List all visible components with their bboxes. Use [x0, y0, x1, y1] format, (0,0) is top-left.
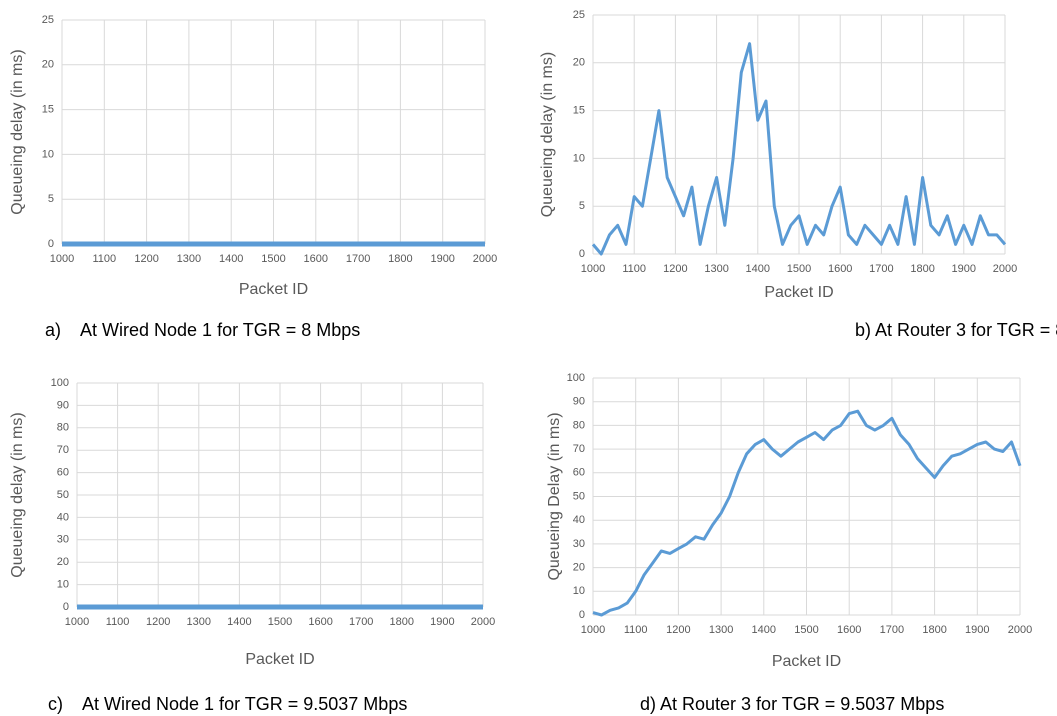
- y-axis-label: Queueing delay (in ms): [539, 52, 556, 217]
- y-tick-label: 10: [42, 148, 54, 160]
- x-tick-label: 1000: [581, 624, 605, 636]
- x-tick-label: 1700: [869, 263, 893, 275]
- y-tick-label: 70: [573, 443, 585, 455]
- x-tick-label: 1000: [65, 616, 89, 628]
- x-tick-label: 2000: [471, 616, 495, 628]
- y-tick-label: 100: [51, 377, 69, 389]
- x-tick-label: 1400: [219, 253, 243, 265]
- x-tick-label: 1900: [965, 624, 989, 636]
- x-tick-label: 1100: [624, 624, 648, 636]
- x-tick-label: 1700: [349, 616, 373, 628]
- x-tick-label: 1800: [910, 263, 934, 275]
- y-tick-label: 10: [573, 152, 585, 164]
- caption: c) At Wired Node 1 for TGR = 9.5037 Mbps: [48, 694, 407, 714]
- y-tick-label: 100: [567, 372, 585, 384]
- x-tick-label: 1600: [828, 263, 852, 275]
- line: [591, 42, 1007, 256]
- y-tick-label: 90: [57, 399, 69, 411]
- y-tick-label: 0: [579, 248, 585, 260]
- caption: b) At Router 3 for TGR = 8 Mbps: [855, 320, 1057, 340]
- x-tick-label: 1300: [177, 253, 201, 265]
- x-tick-label: 1600: [308, 616, 332, 628]
- x-tick-label: 1900: [430, 616, 454, 628]
- y-tick-label: 20: [42, 59, 54, 71]
- x-tick-label: 1100: [622, 263, 646, 275]
- x-tick-label: 1400: [227, 616, 251, 628]
- x-tick-label: 1300: [704, 263, 728, 275]
- y-tick-label: 25: [573, 9, 585, 21]
- x-tick-label: 1800: [388, 253, 412, 265]
- x-tick-label: 1000: [581, 263, 605, 275]
- x-tick-label: 1100: [106, 616, 130, 628]
- x-axis-label: Packet ID: [772, 653, 841, 670]
- y-tick-label: 15: [42, 104, 54, 116]
- x-tick-label: 1600: [837, 624, 861, 636]
- y-tick-label: 20: [57, 556, 69, 568]
- x-tick-label: 1400: [752, 624, 776, 636]
- x-tick-label: 1000: [50, 253, 74, 265]
- y-tick-label: 15: [573, 105, 585, 117]
- y-tick-label: 60: [57, 467, 69, 479]
- line: [592, 409, 1022, 617]
- caption: d) At Router 3 for TGR = 9.5037 Mbps: [640, 694, 944, 714]
- y-tick-label: 5: [48, 193, 54, 205]
- y-axis-label: Queueing Delay (in ms): [546, 412, 563, 580]
- y-tick-label: 50: [57, 489, 69, 501]
- x-tick-label: 1500: [787, 263, 811, 275]
- y-tick-label: 0: [579, 609, 585, 621]
- x-tick-label: 1200: [666, 624, 690, 636]
- y-tick-label: 80: [57, 422, 69, 434]
- y-tick-label: 30: [573, 538, 585, 550]
- y-tick-label: 10: [57, 579, 69, 591]
- y-tick-label: 20: [573, 562, 585, 574]
- x-tick-label: 1700: [880, 624, 904, 636]
- y-tick-label: 40: [573, 514, 585, 526]
- y-axis-label: Queueing delay (in ms): [9, 49, 26, 214]
- y-tick-label: 50: [573, 490, 585, 502]
- x-axis-label: Packet ID: [764, 284, 833, 301]
- x-tick-label: 1100: [92, 253, 116, 265]
- y-axis-label: Queueing delay (in ms): [9, 412, 26, 577]
- y-tick-label: 0: [63, 601, 69, 613]
- x-tick-label: 1700: [346, 253, 370, 265]
- x-tick-label: 1800: [922, 624, 946, 636]
- x-tick-label: 2000: [1008, 624, 1032, 636]
- x-tick-label: 2000: [473, 253, 497, 265]
- y-tick-label: 25: [42, 14, 54, 26]
- x-tick-label: 1400: [746, 263, 770, 275]
- x-tick-label: 1900: [952, 263, 976, 275]
- y-tick-label: 80: [573, 419, 585, 431]
- y-tick-label: 10: [573, 585, 585, 597]
- x-tick-label: 1900: [430, 253, 454, 265]
- y-tick-label: 30: [57, 534, 69, 546]
- y-tick-label: 60: [573, 467, 585, 479]
- x-tick-label: 1800: [390, 616, 414, 628]
- x-axis-label: Packet ID: [245, 651, 314, 668]
- y-tick-label: 0: [48, 238, 54, 250]
- x-tick-label: 1500: [261, 253, 285, 265]
- x-tick-label: 1600: [304, 253, 328, 265]
- x-tick-label: 1300: [187, 616, 211, 628]
- y-tick-label: 90: [573, 396, 585, 408]
- x-tick-label: 1500: [268, 616, 292, 628]
- x-tick-label: 1300: [709, 624, 733, 636]
- y-tick-label: 70: [57, 444, 69, 456]
- y-tick-label: 40: [57, 511, 69, 523]
- x-tick-label: 1200: [134, 253, 158, 265]
- x-tick-label: 2000: [993, 263, 1017, 275]
- x-tick-label: 1200: [663, 263, 687, 275]
- y-tick-label: 20: [573, 57, 585, 69]
- x-axis-label: Packet ID: [239, 281, 308, 298]
- caption: a) At Wired Node 1 for TGR = 8 Mbps: [45, 320, 360, 340]
- x-tick-label: 1200: [146, 616, 170, 628]
- y-tick-label: 5: [579, 200, 585, 212]
- x-tick-label: 1500: [794, 624, 818, 636]
